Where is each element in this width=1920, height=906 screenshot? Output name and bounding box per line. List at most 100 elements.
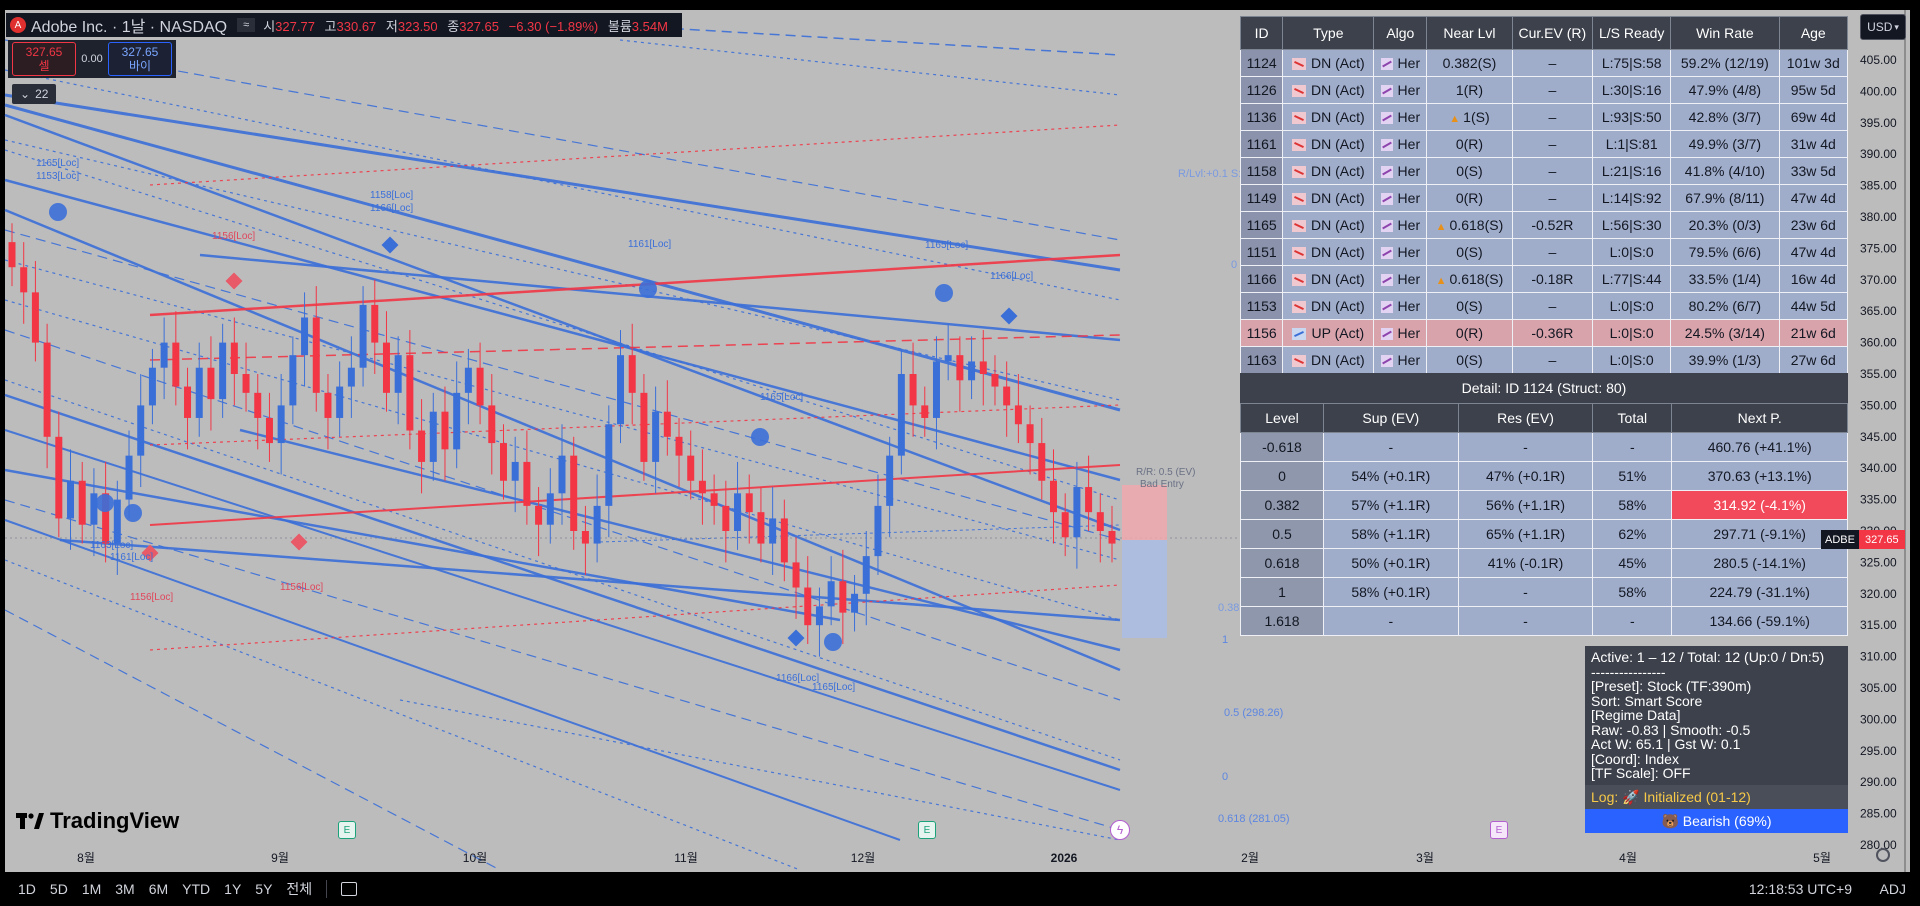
cell-id: 1124 (1239, 49, 1284, 77)
price-axis[interactable]: 405.00 400.00 395.00 390.00 385.00 380.00 375.… (1860, 53, 1897, 852)
symbol-header[interactable]: A Adobe Inc. · 1날 · NASDAQ ≈ 시327.77 고33… (6, 13, 682, 37)
candle-body (956, 355, 964, 381)
candle-body (663, 411, 671, 437)
buy-button[interactable]: 327.65 바이 (107, 42, 172, 76)
candle-body (499, 443, 507, 481)
timeframe-button[interactable]: 1M (81, 881, 102, 897)
timeframe-button[interactable]: 3M (115, 881, 135, 897)
table-row[interactable]: 1124 DN (Act) Her 0.382(S) – L:75|S:58 59.2% (… (1239, 49, 1849, 77)
table-row[interactable]: 1161 DN (Act) Her 0(R) – L:1|S:81 49.9% (3/7) 3… (1239, 130, 1849, 158)
fire-icon: ▲ (1435, 275, 1447, 287)
candle-body (359, 304, 367, 368)
trend-up-icon (1292, 328, 1307, 341)
trend-line (149, 124, 1121, 186)
cell-win: 24.5% (3/14) (1670, 319, 1780, 347)
candle-body (289, 355, 297, 406)
pattern-circle (639, 280, 657, 298)
indicators-toggle[interactable]: ⌄ 22 (12, 84, 57, 104)
bottom-toolbar: 1D 5D 1M 3M 6M YTD 1Y 5Y 전체 12:18:53 UTC+9 ADJ (0, 872, 1920, 906)
earnings-marker[interactable]: E (338, 821, 356, 839)
lightning-icon[interactable]: ϟ (1110, 820, 1130, 840)
gear-icon[interactable] (1876, 848, 1890, 862)
col-ls-ready: L/S Ready (1592, 16, 1672, 50)
candle-body (991, 374, 999, 387)
timeframe-button[interactable]: 5Y (255, 881, 273, 897)
table-row[interactable]: 1136 DN (Act) Her ▲ 1(S) – L:93|S:50 42.8% (3/7… (1239, 103, 1849, 131)
cell-level: 0.382 (1240, 490, 1324, 520)
future-earnings-marker[interactable]: E (1490, 821, 1508, 839)
cell-ev: – (1511, 292, 1594, 320)
candles (8, 223, 1116, 657)
table-row[interactable]: 1166 DN (Act) Her ▲ 0.618(S) -0.18R L:77|S:44 3… (1239, 265, 1849, 293)
candle-body (1014, 405, 1022, 425)
bad-entry-label: Bad Entry (1140, 479, 1184, 490)
timeframe-button[interactable]: 1D (18, 881, 36, 897)
timeframe-button[interactable]: 5D (49, 881, 68, 897)
trend-line (4, 93, 1121, 272)
price-change: −6.30 (−1.89%) (508, 18, 599, 34)
candle-body (254, 392, 262, 418)
cell-ls: L:0|S:0 (1592, 319, 1672, 347)
cell-next: 224.79 (-31.1%) (1671, 577, 1848, 607)
candle-body (1096, 512, 1104, 531)
cell-win: 80.2% (6/7) (1670, 292, 1780, 320)
detail-title: Detail: ID 1124 (Struct: 80) (1240, 373, 1848, 403)
time-tick-label: 8월 (77, 851, 95, 865)
sell-button[interactable]: 327.65 셀 (12, 42, 76, 76)
cell-near: ▲ 0.618(S) (1426, 265, 1513, 293)
trend-down-icon (1291, 85, 1306, 98)
location-label: 1166[Loc] (776, 673, 819, 684)
cell-ls: L:93|S:50 (1592, 103, 1672, 131)
earnings-marker[interactable]: E (918, 821, 936, 839)
table-row[interactable]: 1151 DN (Act) Her 0(S) – L:0|S:0 79.5% (6/6) 47… (1239, 238, 1849, 266)
cell-near: 0(S) (1426, 157, 1513, 185)
algo-icon (1380, 328, 1393, 341)
tradingview-logo-icon (16, 813, 44, 829)
candle-body (464, 367, 472, 393)
table-row[interactable]: 1156 UP (Act) Her 0(R) -0.36R L:0|S:0 24.5% (3… (1239, 319, 1849, 347)
time-axis[interactable]: 8월 9월 10월 11월 12월 2026 2월 3월 4월 5월 (77, 851, 1831, 865)
table-row[interactable]: 1149 DN (Act) Her 0(R) – L:14|S:92 67.9% (8/11… (1239, 184, 1849, 212)
clock[interactable]: 12:18:53 UTC+9 (1748, 881, 1852, 897)
timeframe-button[interactable]: 전체 (286, 881, 313, 897)
candle-body (698, 480, 706, 494)
cell-algo: Her (1373, 130, 1428, 158)
indicator-mini-badge[interactable]: ≈ (237, 18, 256, 32)
cell-algo: Her (1373, 103, 1428, 131)
pattern-diamond (141, 544, 159, 562)
candle-body (1073, 487, 1081, 538)
cell-res: 47% (+0.1R) (1457, 461, 1594, 491)
cell-age: 47w 4d (1778, 238, 1849, 266)
table-row[interactable]: 1165 DN (Act) Her ▲ 0.618(S) -0.52R L:56|S:30 2… (1239, 211, 1849, 239)
tradingview-logo[interactable]: TradingView (16, 808, 179, 834)
detail-row: 0 54% (+0.1R) 47% (+0.1R) 51% 370.63 (+13.1%… (1240, 461, 1848, 491)
adj-toggle[interactable]: ADJ (1879, 881, 1906, 897)
cell-total: - (1592, 432, 1673, 462)
cell-age: 101w 3d (1778, 49, 1849, 77)
price-tick-label: 280.00 (1860, 838, 1897, 852)
time-tick-label: 4월 (1619, 851, 1637, 865)
table-row[interactable]: 1163 DN (Act) Her 0(S) – L:0|S:0 39.9% (1/3) 27… (1239, 346, 1849, 374)
trend-line (149, 584, 1121, 651)
cell-ev: – (1511, 157, 1594, 185)
candle-body (511, 461, 519, 481)
table-row[interactable]: 1126 DN (Act) Her 1(R) – L:30|S:16 47.9% (4/8)… (1239, 76, 1849, 104)
candle-body (219, 342, 227, 400)
timeframe-button[interactable]: YTD (182, 881, 211, 897)
location-label: 1165[Loc] (925, 240, 968, 251)
timeframe-button[interactable]: 1Y (224, 881, 242, 897)
currency-button[interactable]: USD ▾ (1860, 14, 1906, 40)
calendar-icon[interactable] (341, 882, 358, 896)
location-label: 1166[Loc] (990, 271, 1033, 282)
table-row[interactable]: 1158 DN (Act) Her 0(S) – L:21|S:16 41.8% (4/10… (1239, 157, 1849, 185)
candle-body (1038, 443, 1046, 481)
location-label: 1165[Loc] (36, 158, 79, 169)
price-tick-label: 350.00 (1860, 398, 1897, 412)
table-row[interactable]: 1153 DN (Act) Her 0(S) – L:0|S:0 80.2% (6/7) 44… (1239, 292, 1849, 320)
col-cur-ev: Cur.EV (R) (1511, 16, 1594, 50)
cell-level: -0.618 (1240, 432, 1324, 462)
cell-level: 0.5 (1240, 519, 1324, 549)
cell-res: 56% (+1.1R) (1457, 490, 1594, 520)
detail-table: Level Sup (EV) Res (EV) Total Next P. -0… (1240, 403, 1848, 636)
timeframe-button[interactable]: 6M (148, 881, 169, 897)
